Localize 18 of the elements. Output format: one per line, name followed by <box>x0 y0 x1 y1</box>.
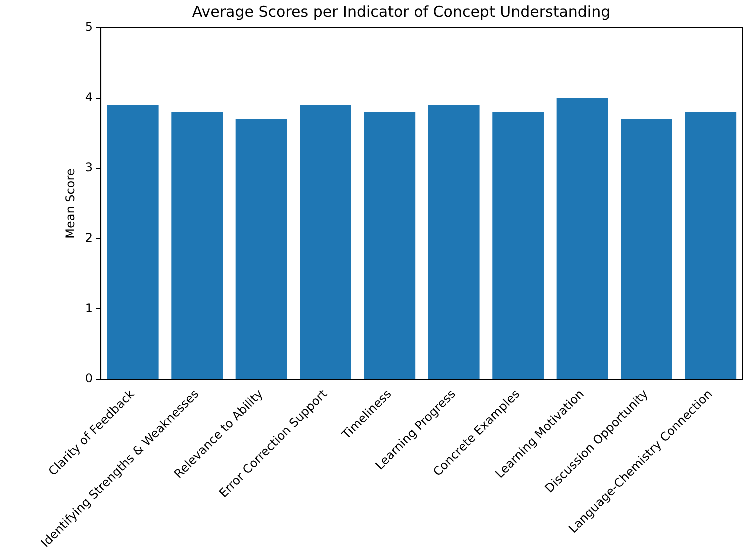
bar <box>685 112 737 380</box>
bar <box>107 105 159 380</box>
y-axis-title: Mean Score <box>63 168 78 239</box>
bar <box>556 98 608 380</box>
y-tick-label: 0 <box>85 372 94 386</box>
bar <box>492 112 544 380</box>
bar <box>236 119 288 380</box>
bar <box>172 112 224 380</box>
y-tick-label: 2 <box>85 231 94 246</box>
bar <box>300 105 352 380</box>
bar <box>621 119 672 380</box>
chart-title: Average Scores per Indicator of Concept Understanding <box>192 2 611 21</box>
bar <box>428 105 480 380</box>
y-tick-label: 1 <box>85 301 94 316</box>
y-tick-label: 3 <box>85 160 94 175</box>
bar <box>364 112 416 380</box>
y-tick-label: 5 <box>85 20 94 34</box>
y-tick-label: 4 <box>85 90 94 104</box>
